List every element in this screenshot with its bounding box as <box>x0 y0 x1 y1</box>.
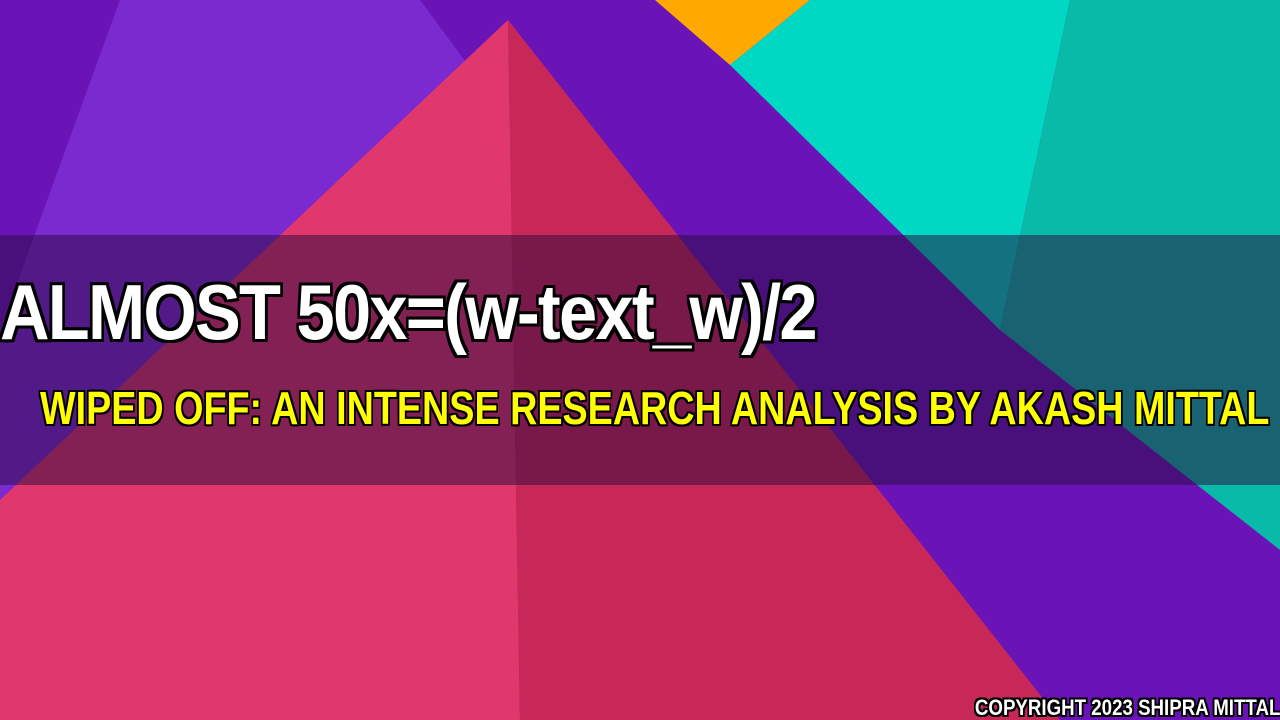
copyright-notice: COPYRIGHT 2023 SHIPRA MITTAL <box>974 695 1280 720</box>
headline-title: ALMOST 50x=(w-text_w)/2 <box>0 268 818 356</box>
headline-subtitle: WIPED OFF: AN INTENSE RESEARCH ANALYSIS … <box>40 382 1270 434</box>
background-orange-triangle <box>655 0 810 65</box>
dark-text-band <box>0 235 1280 485</box>
